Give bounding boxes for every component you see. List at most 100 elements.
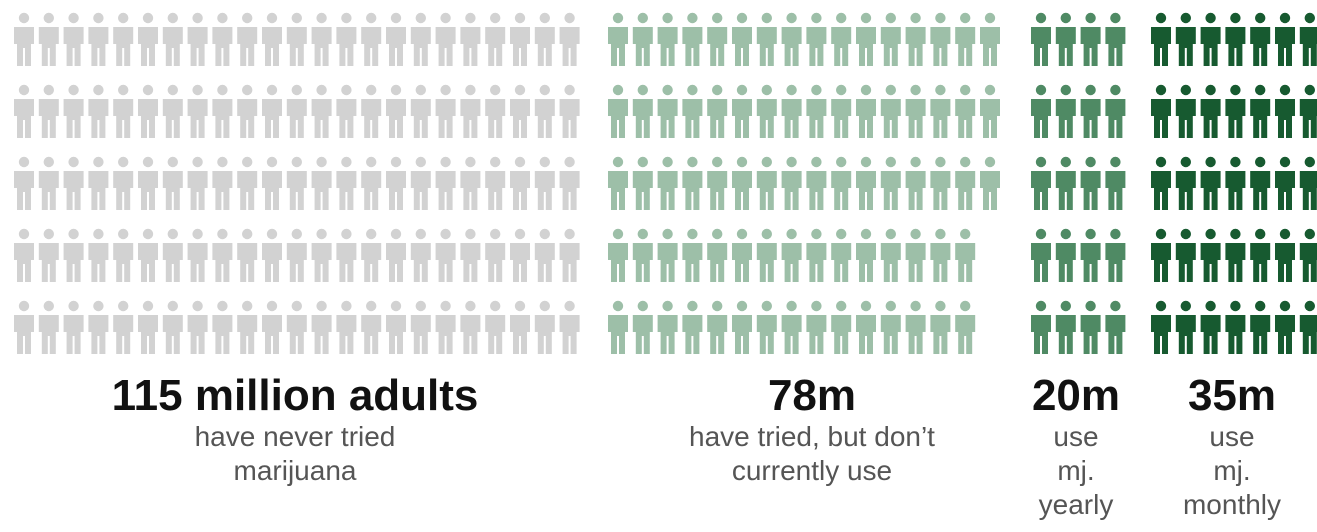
person-icon (806, 228, 827, 282)
person-icon (632, 84, 653, 138)
person-icon (361, 228, 382, 282)
person-icon (1151, 228, 1171, 282)
person-icon (187, 156, 208, 210)
person-icon (1299, 84, 1317, 138)
person-icon (657, 300, 678, 354)
group-yearly-desc-2: mj. (1057, 455, 1095, 486)
person-icon (806, 156, 827, 210)
person-icon (410, 84, 431, 138)
person-icon (14, 300, 34, 354)
person-icon (38, 300, 59, 354)
person-icon (732, 228, 752, 282)
person-icon (460, 228, 481, 282)
person-icon (980, 12, 1000, 66)
person-icon (955, 228, 976, 282)
person-icon (510, 12, 530, 66)
person-icon (632, 12, 653, 66)
person-icon (460, 156, 481, 210)
person-icon (1275, 300, 1295, 354)
group-yearly-desc-3: yearly (1038, 489, 1114, 520)
person-icon (286, 300, 307, 354)
person-icon (162, 84, 183, 138)
person-icon (1151, 12, 1171, 66)
person-icon (1250, 84, 1271, 138)
person-icon (386, 12, 406, 66)
person-icon (237, 300, 258, 354)
person-icon (1031, 300, 1051, 354)
person-icon (534, 84, 555, 138)
person-icon (38, 228, 59, 282)
person-icon (212, 228, 233, 282)
person-icon (1225, 12, 1246, 66)
person-icon (162, 300, 183, 354)
person-icon (1080, 84, 1101, 138)
person-icon (237, 84, 258, 138)
person-icon (212, 300, 233, 354)
person-icon (1055, 228, 1076, 282)
person-icon (682, 300, 703, 354)
person-icon (386, 300, 406, 354)
person-icon (1105, 156, 1126, 210)
person-icon (212, 156, 233, 210)
person-icon (1055, 156, 1076, 210)
icon-group-never-tried (14, 12, 580, 354)
person-icon (262, 156, 282, 210)
person-icon (510, 156, 530, 210)
person-icon (410, 300, 431, 354)
person-icon (1299, 156, 1317, 210)
person-icon (1055, 84, 1076, 138)
group-monthly-value: 35m (1187, 371, 1277, 420)
person-icon (905, 12, 926, 66)
person-icon (1105, 228, 1126, 282)
person-icon (336, 228, 357, 282)
person-icon (262, 300, 282, 354)
person-icon (657, 228, 678, 282)
person-icon (880, 84, 901, 138)
person-icon (1080, 12, 1101, 66)
person-icon (657, 156, 678, 210)
icon-group-yearly (1031, 12, 1126, 354)
person-icon (286, 12, 307, 66)
group-yearly-label: 20m use mj. yearly (1016, 372, 1136, 522)
person-icon (262, 84, 282, 138)
group-yearly-value: 20m (1031, 371, 1121, 420)
person-icon (930, 228, 951, 282)
person-icon (1225, 84, 1246, 138)
person-icon (1299, 12, 1317, 66)
person-icon (311, 228, 332, 282)
person-icon (756, 156, 777, 210)
person-icon (162, 228, 183, 282)
person-icon (1250, 156, 1271, 210)
person-icon (732, 156, 752, 210)
person-icon (856, 84, 876, 138)
person-icon (707, 156, 728, 210)
person-icon (410, 228, 431, 282)
person-icon (187, 300, 208, 354)
group-tried-desc-1: have tried, but don’t (689, 421, 935, 452)
person-icon (1105, 300, 1126, 354)
person-icon (38, 84, 59, 138)
person-icon (510, 84, 530, 138)
person-icon (608, 300, 628, 354)
person-icon (1055, 300, 1076, 354)
person-icon (806, 12, 827, 66)
person-icon (336, 300, 357, 354)
person-icon (162, 156, 183, 210)
person-icon (682, 228, 703, 282)
person-icon (38, 156, 59, 210)
person-icon (682, 12, 703, 66)
person-icon (63, 300, 84, 354)
person-icon (386, 228, 406, 282)
person-icon (138, 228, 158, 282)
person-icon (781, 156, 802, 210)
person-icon (1275, 84, 1295, 138)
person-icon (14, 84, 34, 138)
person-icon (1105, 12, 1126, 66)
person-icon (559, 300, 580, 354)
person-icon (14, 156, 34, 210)
person-icon (485, 228, 506, 282)
person-icon (113, 84, 134, 138)
person-icon (336, 156, 357, 210)
person-icon (905, 228, 926, 282)
